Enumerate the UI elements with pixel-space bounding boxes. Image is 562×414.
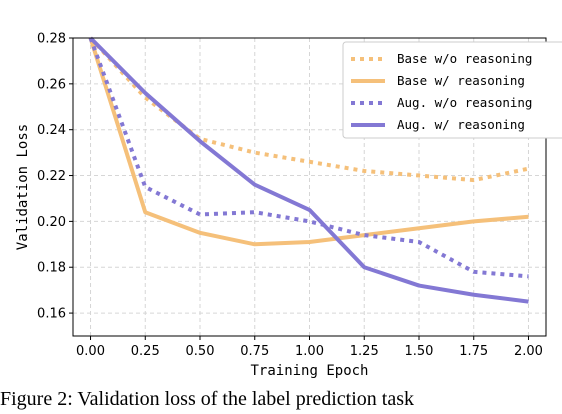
x-axis-ticks: 0.00 0.25 0.50 0.75 1.00 1.25 1.50 1.75 2.00	[76, 336, 543, 359]
x-tick-label: 0.00	[76, 344, 105, 359]
series-group	[88, 36, 529, 304]
x-tick-label: 0.50	[186, 344, 215, 359]
line-chart: 0.00 0.25 0.50 0.75 1.00 1.25 1.50 1.75 2.00 0.1…	[15, 32, 562, 379]
y-axis-ticks: 0.16 0.18 0.20 0.22 0.24 0.26 0.28	[37, 32, 73, 322]
x-tick-label: 1.75	[459, 344, 488, 359]
series-line-base-w-o-reasoning	[89, 36, 529, 183]
y-axis-label: Validation Loss	[15, 124, 31, 250]
y-tick-label: 0.16	[37, 307, 66, 322]
legend-label-aug-w-reasoning: Aug. w/ reasoning	[397, 117, 525, 132]
x-axis-label: Training Epoch	[250, 363, 368, 379]
legend-box	[342, 41, 562, 139]
legend-label-base-w-o-reasoning: Base w/o reasoning	[397, 51, 532, 66]
legend-label-base-w-reasoning: Base w/ reasoning	[397, 73, 525, 88]
x-tick-label: 0.75	[240, 344, 269, 359]
series-line-base-w-reasoning	[88, 37, 529, 247]
y-tick-label: 0.24	[37, 123, 66, 138]
y-tick-label: 0.18	[37, 261, 66, 276]
x-tick-label: 1.50	[405, 344, 434, 359]
y-tick-label: 0.22	[37, 169, 66, 184]
figure-caption: Figure 2: Validation loss of the label p…	[0, 388, 415, 410]
y-tick-label: 0.28	[37, 32, 66, 47]
x-tick-label: 1.00	[295, 344, 324, 359]
y-tick-label: 0.26	[37, 77, 66, 92]
y-tick-label: 0.20	[37, 215, 66, 230]
series-line-aug-w-reasoning	[89, 36, 529, 304]
x-tick-label: 0.25	[131, 344, 160, 359]
legend-label-aug-w-o-reasoning: Aug. w/o reasoning	[397, 95, 532, 110]
legend: Base w/o reasoning Base w/ reasoning Aug. …	[342, 41, 562, 139]
x-tick-label: 1.25	[350, 344, 379, 359]
x-tick-label: 2.00	[514, 344, 543, 359]
